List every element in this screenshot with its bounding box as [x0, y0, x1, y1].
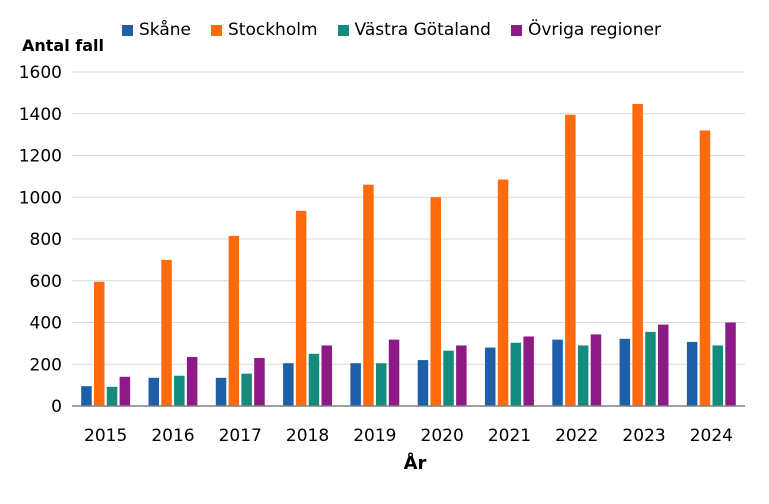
y-tick-label: 400	[30, 314, 62, 334]
legend-item: Övriga regioner	[510, 20, 661, 40]
y-tick-label: 800	[30, 230, 62, 250]
legend-item: Västra Götaland	[337, 20, 491, 40]
bar	[712, 345, 723, 406]
bar	[254, 357, 265, 406]
bar	[658, 324, 669, 406]
legend: Skåne Stockholm Västra Götaland Övriga regi…	[122, 20, 681, 40]
y-tick-label: 1600	[19, 63, 62, 83]
legend-label: Övriga regioner	[527, 20, 661, 40]
bar	[388, 339, 400, 406]
bar	[119, 376, 131, 406]
bar	[295, 210, 307, 406]
bar	[565, 114, 576, 406]
bar	[94, 281, 105, 406]
x-tick-label: 2024	[690, 426, 733, 446]
bar	[523, 336, 534, 406]
legend-swatch	[510, 24, 522, 36]
bar	[619, 338, 631, 406]
bar	[148, 377, 159, 406]
bar	[510, 342, 522, 406]
bar	[699, 130, 711, 406]
x-tick-label: 2022	[555, 426, 598, 446]
x-tick-label: 2023	[622, 426, 665, 446]
bar	[725, 322, 736, 406]
y-tick-label: 200	[30, 355, 62, 375]
legend-swatch	[211, 24, 222, 36]
y-tick-label: 1400	[19, 105, 62, 125]
legend-label: Västra Götaland	[354, 20, 491, 40]
bar	[430, 197, 441, 406]
x-tick-label: 2018	[286, 426, 329, 446]
bar	[215, 377, 227, 406]
bar	[350, 363, 361, 406]
bar	[174, 375, 185, 406]
legend-swatch	[337, 24, 349, 36]
bar	[308, 353, 320, 406]
legend-item: Stockholm	[211, 20, 318, 40]
x-tick-label: 2020	[421, 426, 464, 446]
bar	[81, 386, 92, 406]
y-tick-label: 0	[51, 397, 62, 417]
bar	[577, 345, 589, 406]
bar	[363, 184, 374, 406]
bar	[376, 363, 387, 406]
bar	[443, 350, 454, 406]
y-tick-label: 1200	[19, 147, 62, 167]
bar	[485, 347, 496, 406]
x-axis-title: År	[403, 453, 427, 474]
y-tick-label: 1000	[19, 188, 62, 208]
bar	[590, 334, 602, 406]
x-tick-label: 2016	[151, 426, 194, 446]
bar	[645, 331, 656, 406]
x-tick-label: 2015	[84, 426, 127, 446]
bar	[228, 235, 240, 406]
y-axis-title: Antal fall	[22, 36, 104, 55]
bar	[497, 179, 509, 406]
bar	[632, 103, 643, 406]
legend-label: Stockholm	[228, 20, 318, 40]
legend-swatch	[122, 24, 133, 36]
bar	[283, 363, 294, 406]
bar	[161, 259, 172, 406]
x-tick-label: 2021	[488, 426, 531, 446]
bar	[241, 373, 252, 406]
x-tick-label: 2017	[219, 426, 262, 446]
y-tick-label: 600	[30, 272, 62, 292]
bar	[417, 360, 429, 406]
x-tick-label: 2019	[353, 426, 396, 446]
legend-label: Skåne	[139, 20, 191, 40]
bar	[321, 345, 332, 406]
bar	[456, 345, 467, 406]
legend-item: Skåne	[122, 20, 191, 40]
bar	[106, 386, 118, 406]
bar	[686, 341, 698, 406]
bar	[552, 339, 563, 406]
bar	[186, 356, 198, 406]
